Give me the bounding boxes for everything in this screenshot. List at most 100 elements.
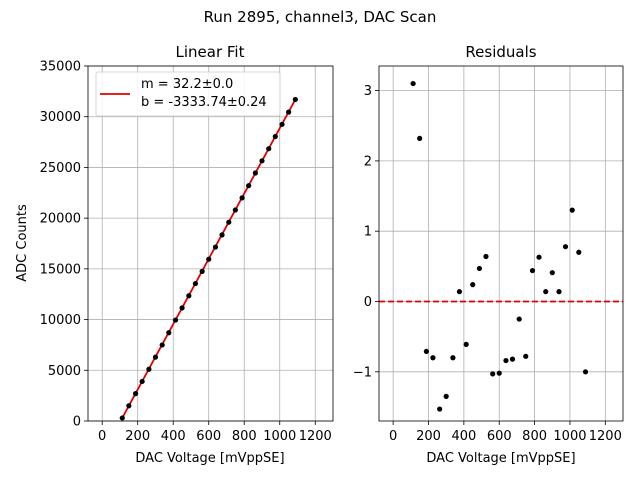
residuals-ytick-label: 3 (364, 84, 372, 99)
residuals-xtick-label: 1000 (553, 429, 586, 444)
residuals-data-point (417, 135, 423, 142)
linear-fit-xlabel: DAC Voltage [mVppSE] (135, 451, 284, 466)
linear-fit-ytick-label: 25000 (40, 161, 81, 176)
linear-fit-frame (87, 65, 334, 422)
linear-fit-grid (88, 65, 333, 422)
residuals-data-point (529, 267, 536, 274)
residuals-data-point (476, 265, 483, 272)
linear-fit-data-point (159, 342, 165, 348)
linear-fit-xtick-label: 1000 (263, 429, 296, 444)
linear-fit-data-point (272, 133, 278, 140)
legend-box (95, 71, 281, 117)
residuals-ytick-label: 2 (364, 154, 372, 169)
linear-fit-xtick-label: 200 (125, 429, 150, 444)
linear-fit-data-point (266, 146, 272, 152)
linear-fit-data-point (172, 317, 179, 323)
legend-entry-slope: m = 32.2±0.0 (141, 77, 233, 92)
linear-fit-ytick-label: 5000 (48, 364, 81, 379)
figure-title: Run 2895, channel3, DAC Scan (204, 8, 437, 26)
residuals-data-point (450, 355, 456, 361)
linear-fit-data-point (292, 96, 298, 103)
linear-fit-ticks: 0 200 400 600 800 1000 1200 0 5000 10000 15000 2000… (40, 60, 332, 445)
linear-fit-ytick-label: 10000 (40, 313, 81, 328)
residuals-data-point (543, 289, 549, 295)
linear-fit-data-point (119, 415, 125, 421)
linear-fit-ytick-label: 30000 (40, 110, 81, 125)
legend-entry-intercept: b = -3333.74±0.24 (141, 95, 267, 110)
residuals-data-point (490, 371, 496, 377)
residuals-xtick-label: 600 (487, 429, 512, 444)
residuals-ytick-label: 1 (364, 225, 372, 240)
linear-fit-xtick-label: 1200 (299, 429, 332, 444)
linear-fit-data-point (199, 268, 205, 274)
linear-fit-xtick-label: 800 (232, 429, 257, 444)
linear-fit-data-point (179, 305, 185, 311)
residuals-xtick-label: 800 (522, 429, 547, 444)
linear-fit-data-point (152, 354, 159, 360)
residuals-data-point (496, 370, 502, 376)
residuals-data-point (536, 254, 542, 260)
linear-fit-data-point (226, 219, 232, 225)
residuals-data-point (576, 249, 582, 255)
linear-fit-data-point (212, 244, 219, 250)
residuals-data-point (523, 353, 529, 359)
residuals-frame (378, 65, 624, 422)
residuals-xtick-label: 400 (451, 429, 476, 444)
residuals-data-point (569, 207, 575, 213)
residuals-ticks: 0 200 400 600 800 1000 1200 −1 0 1 2 3 (353, 84, 622, 444)
linear-fit-xtick-label: 400 (161, 429, 186, 444)
linear-fit-data-point (132, 391, 139, 397)
residuals-data-point (549, 270, 555, 276)
residuals-data-point (509, 356, 516, 362)
residuals-data-point (430, 355, 436, 361)
residuals-data-point (410, 80, 416, 87)
linear-fit-data-point (219, 232, 225, 238)
residuals-data-point (556, 289, 562, 295)
residuals-data-point (463, 341, 469, 347)
linear-fit-xtick-label: 0 (98, 429, 106, 444)
residuals-data-point (456, 289, 463, 295)
linear-fit-ytick-label: 35000 (40, 60, 81, 75)
linear-fit-ytick-label: 0 (73, 415, 81, 430)
linear-fit-data-point (206, 256, 212, 262)
residuals-xtick-label: 1200 (589, 429, 622, 444)
residuals-data-point (516, 316, 522, 322)
linear-fit-data-point (192, 280, 199, 287)
residuals-data-point (470, 282, 476, 288)
residuals-ytick-label: 0 (364, 295, 372, 310)
residuals-xtick-label: 0 (389, 429, 397, 444)
linear-fit-data-point (139, 378, 145, 385)
linear-fit-data-point (126, 403, 132, 409)
linear-fit-data-point (166, 330, 172, 336)
linear-fit-xtick-label: 600 (196, 429, 221, 444)
residuals-ytick-label: −1 (353, 365, 372, 380)
linear-fit-data-point (232, 207, 238, 213)
linear-fit-data-point (252, 170, 259, 176)
residuals-data-point (582, 369, 589, 375)
residuals-data-point (423, 348, 429, 355)
residuals-data-point (443, 393, 449, 399)
linear-fit-data-point (259, 158, 265, 164)
linear-fit-title: Linear Fit (176, 43, 245, 61)
linear-fit-data-point (239, 195, 245, 201)
residuals-title: Residuals (465, 43, 536, 61)
residuals-data-point (483, 253, 489, 260)
linear-fit-data-point (246, 183, 252, 189)
residuals-data-point (437, 406, 443, 412)
linear-fit-data-point (186, 293, 192, 299)
linear-fit-ylabel: ADC Counts (15, 204, 30, 282)
residuals-grid (379, 66, 623, 421)
linear-fit-data-point (279, 121, 285, 127)
residuals-xtick-label: 200 (416, 429, 441, 444)
residuals-panel: Residuals DAC Voltage [mVppSE] 0 200 400 60… (353, 43, 624, 466)
residuals-points (410, 80, 589, 412)
linear-fit-points (119, 96, 298, 421)
residuals-xlabel: DAC Voltage [mVppSE] (426, 451, 575, 466)
residuals-data-point (562, 244, 569, 250)
legend: m = 32.2±0.0 b = -3333.74±0.24 (95, 71, 281, 117)
residuals-data-point (503, 357, 509, 364)
linear-fit-ytick-label: 15000 (40, 262, 81, 277)
linear-fit-panel: Linear Fit DAC Voltage [mVppSE] ADC Coun… (15, 43, 334, 466)
linear-fit-data-point (146, 366, 152, 372)
